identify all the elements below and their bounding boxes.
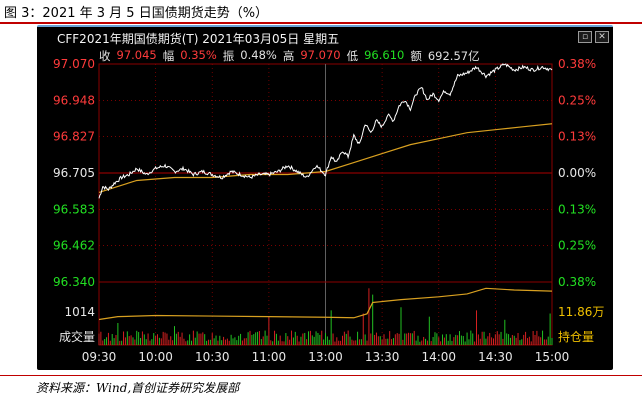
close-label: 收 — [99, 49, 111, 63]
pct-tick-label: 0.25% — [558, 239, 596, 253]
change-label: 幅 — [162, 49, 175, 63]
restore-icon[interactable]: ▫ — [578, 31, 592, 43]
intraday-chart: 97.070 0.38% 96.948 0.25% 96.827 0.13% 96.705 0… — [53, 57, 604, 364]
price-tick-label: 96.340 — [53, 275, 95, 289]
window-controls: ▫ ✕ — [578, 31, 609, 43]
source-note: 资料来源：Wind,首创证券研究发展部 — [36, 381, 240, 395]
pct-tick-label: 0.00% — [558, 166, 596, 180]
quote-terminal: CFF2021年期国债期货(T) 2021年03月05日 星期五 ▫ ✕ 收 9… — [37, 25, 613, 370]
price-line — [98, 63, 553, 199]
pct-tick-label: 0.13% — [558, 130, 596, 144]
figure-title: 图 3：2021 年 3 月 5 日国债期货走势（%） — [4, 6, 269, 21]
price-tick-label: 96.948 — [53, 93, 95, 107]
low-value: 96.610 — [364, 48, 405, 62]
volume-name-label: 成交量 — [59, 329, 95, 344]
price-tick-label: 97.070 — [53, 57, 95, 71]
time-tick-label: 10:00 — [138, 350, 173, 364]
time-tick-label: 13:30 — [365, 350, 400, 364]
high-value: 97.070 — [300, 48, 341, 62]
pct-tick-label: 0.13% — [558, 202, 596, 216]
quote-bar: 收 97.045 幅 0.35% 振 0.48% 高 97.070 低 96.6… — [99, 48, 480, 64]
open-interest-value-label: 11.86万 — [558, 305, 604, 319]
terminal-title: CFF2021年期国债期货(T) 2021年03月05日 星期五 — [57, 32, 340, 46]
amplitude-value: 0.48% — [240, 48, 277, 62]
open-interest-name-label: 持仓量 — [558, 329, 594, 344]
time-tick-label: 13:00 — [308, 350, 343, 364]
amplitude-label: 振 — [222, 49, 235, 63]
close-value: 97.045 — [116, 48, 157, 62]
price-tick-label: 96.705 — [53, 166, 95, 180]
price-tick-label: 96.583 — [53, 202, 95, 216]
low-label: 低 — [346, 49, 359, 63]
turnover-value: 692.57亿 — [427, 49, 480, 63]
volume-value-label: 1014 — [64, 305, 95, 319]
time-tick-label: 11:00 — [252, 350, 287, 364]
pct-tick-label: 0.38% — [558, 275, 596, 289]
pct-tick-label: 0.38% — [558, 57, 596, 71]
bottom-rule — [0, 375, 642, 376]
high-label: 高 — [282, 49, 295, 63]
time-tick-label: 10:30 — [195, 350, 230, 364]
time-tick-label: 09:30 — [82, 350, 117, 364]
turnover-label: 额 — [410, 49, 422, 63]
average-price-line — [98, 123, 553, 193]
time-tick-label: 15:00 — [535, 350, 570, 364]
change-value: 0.35% — [180, 48, 217, 62]
time-tick-label: 14:30 — [478, 350, 513, 364]
time-tick-label: 14:00 — [421, 350, 456, 364]
close-icon[interactable]: ✕ — [595, 31, 609, 43]
top-rule — [0, 22, 642, 24]
pct-tick-label: 0.25% — [558, 93, 596, 107]
open-interest-line — [98, 287, 553, 321]
price-tick-label: 96.462 — [53, 239, 95, 253]
price-tick-label: 96.827 — [53, 130, 95, 144]
